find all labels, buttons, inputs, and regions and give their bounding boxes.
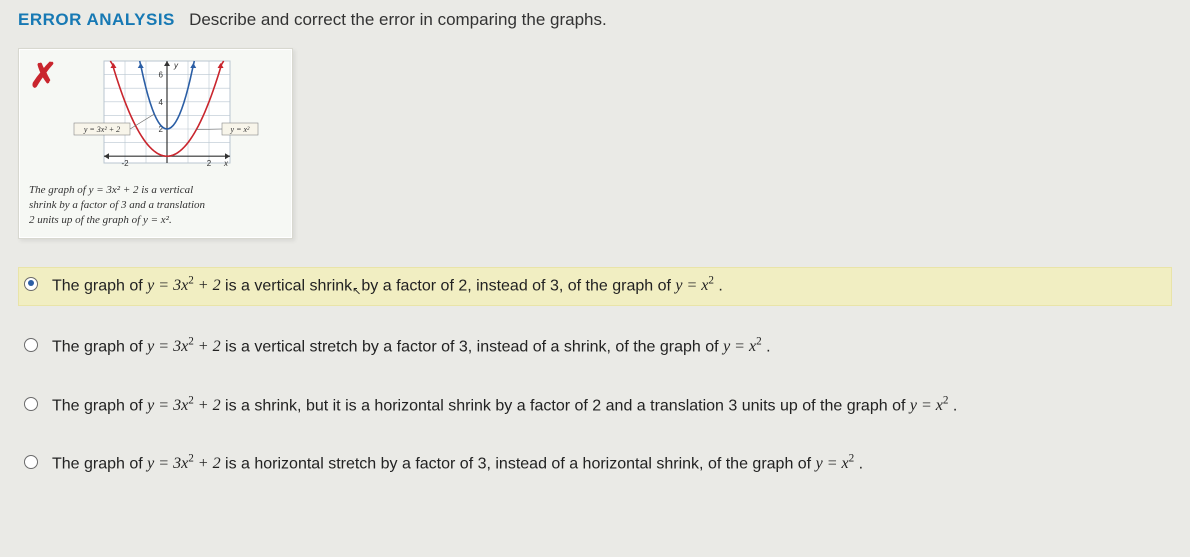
option-3[interactable]: The graph of y = 3x2 + 2 is a horizontal… — [18, 445, 1172, 482]
svg-text:6: 6 — [158, 71, 163, 80]
svg-text:y = x²: y = x² — [229, 125, 250, 134]
svg-text:4: 4 — [158, 98, 163, 107]
radio-icon[interactable] — [24, 397, 38, 411]
option-text: The graph of y = 3x2 + 2 is a horizontal… — [52, 451, 863, 476]
radio-icon[interactable] — [24, 455, 38, 469]
svg-text:2: 2 — [206, 159, 211, 168]
svg-text:-2: -2 — [121, 159, 129, 168]
radio-icon[interactable] — [24, 277, 38, 291]
radio-icon[interactable] — [24, 338, 38, 352]
header-tag: ERROR ANALYSIS — [18, 10, 175, 29]
error-figure: ✗ -22246yxy = 3x² + 2y = x² The graph of… — [18, 48, 293, 239]
option-text: The graph of y = 3x2 + 2 is a vertical s… — [52, 273, 723, 300]
option-1[interactable]: The graph of y = 3x2 + 2 is a vertical s… — [18, 328, 1172, 365]
option-text: The graph of y = 3x2 + 2 is a shrink, bu… — [52, 393, 957, 418]
option-0[interactable]: The graph of y = 3x2 + 2 is a vertical s… — [18, 267, 1172, 306]
answer-options: The graph of y = 3x2 + 2 is a vertical s… — [18, 267, 1172, 482]
header-prompt: Describe and correct the error in compar… — [180, 10, 607, 29]
graph-svg: -22246yxy = 3x² + 2y = x² — [72, 57, 262, 177]
svg-text:y = 3x² + 2: y = 3x² + 2 — [82, 125, 119, 134]
question-header: ERROR ANALYSIS Describe and correct the … — [18, 10, 1172, 30]
figure-caption: The graph of y = 3x² + 2 is a vertical s… — [29, 183, 282, 228]
cursor-icon: ↖ — [352, 285, 361, 297]
option-2[interactable]: The graph of y = 3x2 + 2 is a shrink, bu… — [18, 387, 1172, 424]
x-mark-icon: ✗ — [29, 59, 58, 93]
option-text: The graph of y = 3x2 + 2 is a vertical s… — [52, 334, 771, 359]
